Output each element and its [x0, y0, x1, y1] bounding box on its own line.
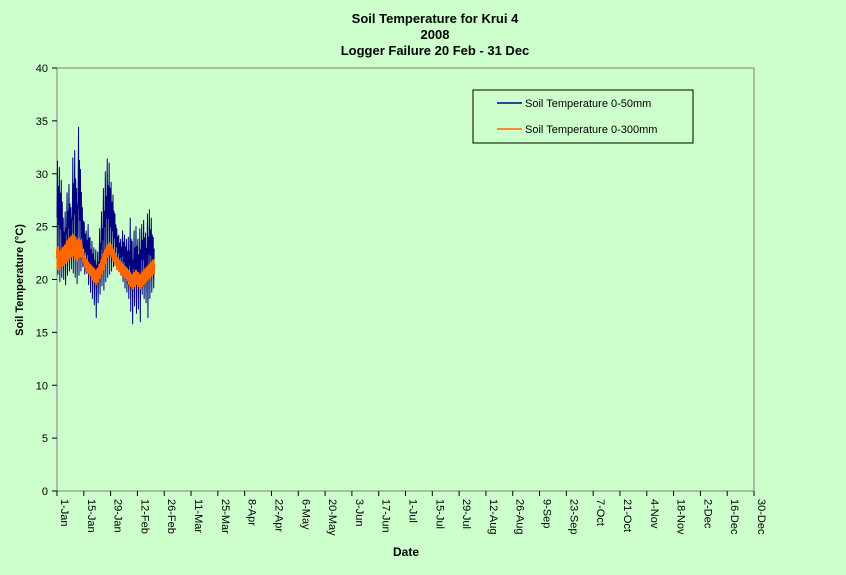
series-line-0-300mm	[55, 233, 156, 290]
x-tick-label: 30-Dec	[755, 499, 767, 535]
x-axis-title: Date	[393, 545, 419, 559]
x-tick-label: 12-Feb	[138, 499, 150, 534]
y-tick-label: 20	[36, 275, 48, 287]
y-tick-label: 5	[42, 433, 48, 445]
x-tick-label: 29-Jul	[460, 499, 472, 529]
x-tick-label: 26-Aug	[514, 499, 526, 534]
x-tick-label: 22-Apr	[272, 499, 284, 532]
x-tick-label: 23-Sep	[567, 499, 579, 534]
y-tick-label: 35	[36, 116, 48, 128]
y-axis: 0 5 10 15 20 25 30 35 40	[36, 63, 57, 498]
y-tick-label: 0	[42, 486, 48, 498]
legend-label-0-50mm: Soil Temperature 0-50mm	[525, 98, 651, 110]
x-tick-label: 20-May	[326, 499, 338, 536]
x-tick-label: 25-Mar	[219, 499, 231, 534]
x-tick-label: 17-Jun	[380, 499, 392, 533]
x-tick-label: 29-Jan	[112, 499, 124, 533]
legend-label-0-300mm: Soil Temperature 0-300mm	[525, 124, 657, 136]
x-tick-label: 12-Aug	[487, 499, 499, 534]
x-tick-label: 1-Jan	[58, 499, 70, 527]
x-tick-label: 16-Dec	[728, 499, 740, 535]
legend-box	[472, 89, 694, 144]
x-tick-label: 8-Apr	[246, 499, 258, 526]
x-tick-label: 4-Nov	[648, 499, 660, 529]
x-tick-label: 6-May	[299, 499, 311, 530]
x-axis: 1-Jan 15-Jan 29-Jan 12-Feb 26-Feb 11-Mar 25-Ma…	[56, 491, 767, 536]
y-tick-label: 30	[36, 169, 48, 181]
chart-title-line-1: Soil Temperature for Krui 4	[352, 11, 519, 26]
legend: Soil Temperature 0-50mm Soil Temperature…	[472, 89, 694, 144]
y-axis-title: Soil Temperature (°C)	[14, 224, 26, 336]
x-tick-label: 9-Sep	[541, 499, 553, 528]
y-tick-label: 15	[36, 327, 48, 339]
chart-title-line-3: Logger Failure 20 Feb - 31 Dec	[341, 43, 530, 58]
x-tick-label: 11-Mar	[192, 499, 204, 533]
x-tick-label: 15-Jan	[85, 499, 97, 533]
chart-title-line-2: 2008	[421, 27, 450, 42]
series-layer	[55, 126, 156, 325]
x-tick-label: 2-Dec	[701, 499, 713, 529]
x-tick-label: 26-Feb	[165, 499, 177, 534]
x-tick-label: 7-Oct	[594, 499, 606, 526]
y-tick-label: 10	[36, 380, 48, 392]
x-tick-label: 3-Jun	[353, 499, 365, 527]
y-tick-label: 40	[36, 63, 48, 75]
y-tick-label: 25	[36, 222, 48, 234]
x-tick-label: 21-Oct	[621, 499, 633, 532]
x-tick-label: 15-Jul	[433, 499, 445, 529]
x-tick-label: 1-Jul	[407, 499, 419, 523]
x-tick-label: 18-Nov	[675, 499, 687, 535]
